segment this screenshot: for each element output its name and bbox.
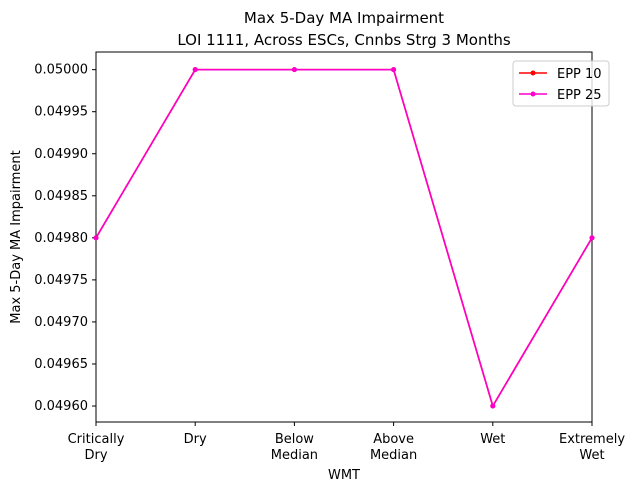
- legend-label: EPP 25: [557, 88, 602, 103]
- y-tick-label: 0.04980: [34, 231, 88, 246]
- plot-frame: [95, 51, 593, 423]
- y-tick-label: 0.04975: [34, 273, 88, 288]
- point: [490, 403, 496, 409]
- y-tick-label: 0.05000: [34, 63, 88, 78]
- series-line: [95, 68, 593, 409]
- x-tick-label: Below Median: [271, 432, 318, 463]
- point: [291, 67, 297, 73]
- point: [192, 67, 198, 73]
- x-tick-label: Critically Dry: [68, 432, 125, 463]
- x-tick-label: Extremely Wet: [559, 432, 625, 463]
- y-tick-label: 0.04995: [34, 105, 88, 120]
- y-tick-label: 0.04985: [34, 189, 88, 204]
- chart-title: Max 5-Day MA Impairment: [244, 9, 444, 27]
- x-tick-label: Above Median: [370, 432, 417, 463]
- legend-label: EPP 10: [557, 67, 602, 82]
- x-axis-label: WMT: [328, 468, 360, 483]
- series-line: [95, 68, 593, 409]
- y-tick-label: 0.04990: [34, 147, 88, 162]
- legend-marker: [530, 70, 536, 76]
- y-tick-label: 0.04965: [34, 357, 88, 372]
- y-tick-label: 0.04970: [34, 315, 88, 330]
- legend-marker: [530, 91, 536, 97]
- x-tick-label: Dry: [184, 432, 207, 447]
- point: [93, 235, 99, 241]
- chart-subtitle: LOI 1111, Across ESCs, Cnnbs Strg 3 Mont…: [177, 31, 511, 49]
- y-axis-label: Max 5-Day MA Impairment: [9, 150, 24, 323]
- x-tick-label: Wet: [480, 432, 505, 447]
- point: [589, 235, 595, 241]
- y-tick-label: 0.04960: [34, 399, 88, 414]
- point: [391, 67, 397, 73]
